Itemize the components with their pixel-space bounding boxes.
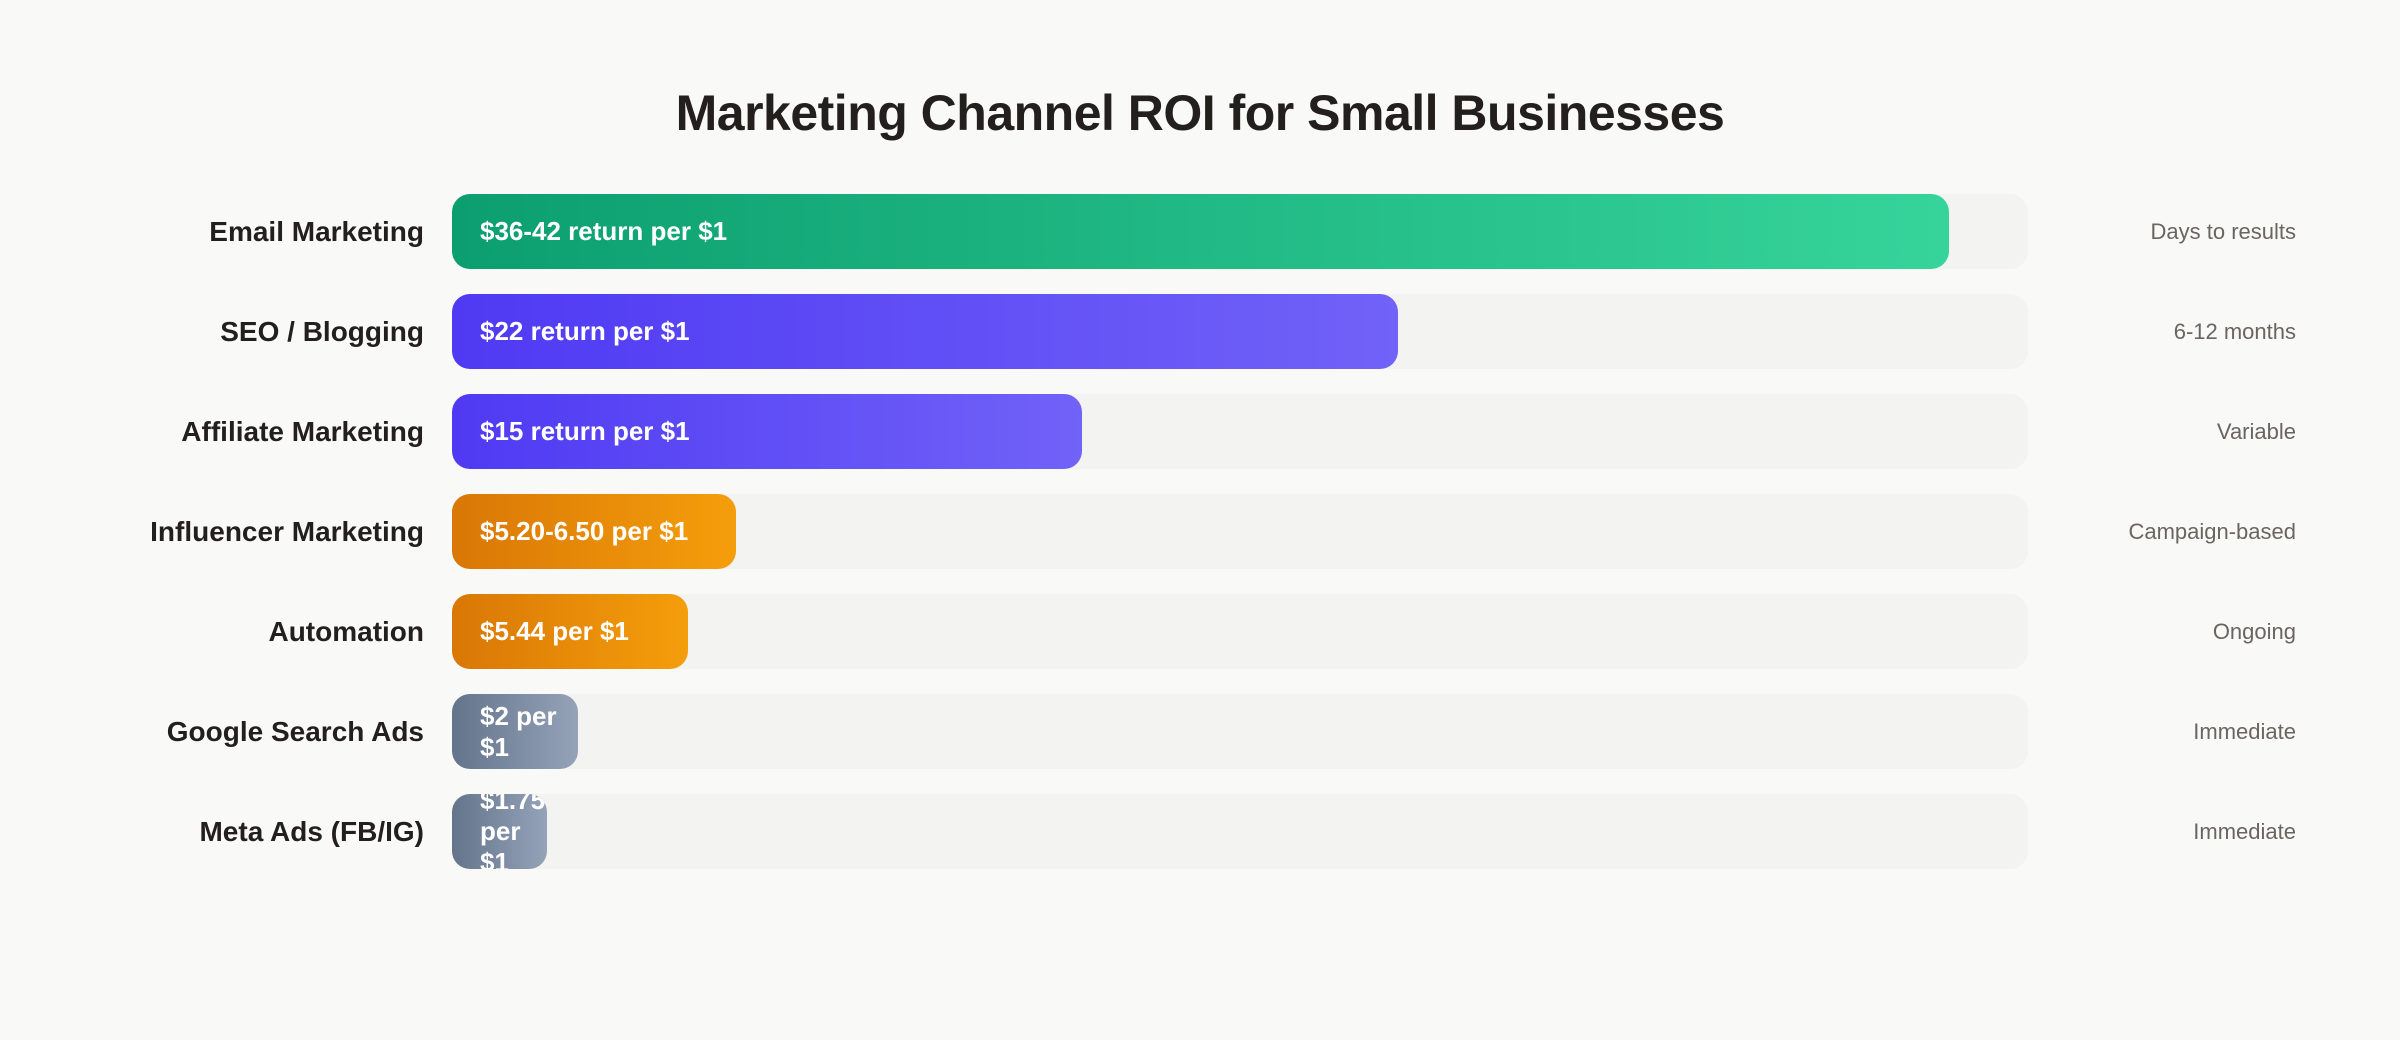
- time-to-results-label: Immediate: [2193, 719, 2296, 744]
- bar-row: Email Marketing $36-42 return per $1 Day…: [0, 194, 2400, 269]
- data-label: $15 return per $1: [480, 416, 690, 446]
- time-to-results-label: 6-12 months: [2173, 319, 2296, 344]
- bar-row: Google Search Ads $2 per $1 Immediate: [0, 694, 2400, 769]
- bar: $1.75 per $1: [452, 794, 547, 869]
- bar-track: $5.44 per $1: [452, 594, 2028, 669]
- category-label: Automation: [268, 616, 424, 647]
- time-to-results-label: Immediate: [2193, 819, 2296, 844]
- time-to-results-label: Campaign-based: [2128, 519, 2296, 544]
- bar: $5.20-6.50 per $1: [452, 494, 736, 569]
- data-label: $36-42 return per $1: [480, 216, 728, 246]
- bar: $22 return per $1: [452, 294, 1398, 369]
- bar-track: $22 return per $1: [452, 294, 2028, 369]
- data-label: $5.20-6.50 per $1: [480, 516, 689, 546]
- bar-track: $2 per $1: [452, 694, 2028, 769]
- time-to-results-label: Ongoing: [2212, 619, 2296, 644]
- bar-track: $5.20-6.50 per $1: [452, 494, 2028, 569]
- bar-track: $15 return per $1: [452, 394, 2028, 469]
- data-label: $1.75 per $1: [480, 794, 546, 869]
- category-label: Google Search Ads: [166, 716, 424, 747]
- data-label: $5.44 per $1: [480, 616, 629, 646]
- bar-row: Meta Ads (FB/IG) $1.75 per $1 Immediate: [0, 794, 2400, 869]
- time-to-results-label: Variable: [2216, 419, 2296, 444]
- bar: $15 return per $1: [452, 394, 1083, 469]
- category-label: Affiliate Marketing: [181, 416, 424, 447]
- data-label: $2 per $1: [480, 700, 557, 762]
- chart-title: Marketing Channel ROI for Small Business…: [675, 85, 1725, 141]
- bar-row: Affiliate Marketing $15 return per $1 Va…: [0, 394, 2400, 469]
- data-label: $22 return per $1: [480, 316, 690, 346]
- category-label: Email Marketing: [209, 216, 424, 247]
- bar: $36-42 return per $1: [452, 194, 1950, 269]
- bar: $2 per $1: [452, 694, 579, 769]
- category-label: SEO / Blogging: [220, 316, 424, 347]
- bar-row: SEO / Blogging $22 return per $1 6-12 mo…: [0, 294, 2400, 369]
- bar-row: Automation $5.44 per $1 Ongoing: [0, 594, 2400, 669]
- bar-track: $1.75 per $1: [452, 794, 2028, 869]
- bar-track: $36-42 return per $1: [452, 194, 2028, 269]
- time-to-results-label: Days to results: [2150, 219, 2297, 244]
- category-label: Influencer Marketing: [150, 516, 424, 547]
- category-label: Meta Ads (FB/IG): [199, 816, 424, 847]
- bar: $5.44 per $1: [452, 594, 689, 669]
- bar-row: Influencer Marketing $5.20-6.50 per $1 C…: [0, 494, 2400, 569]
